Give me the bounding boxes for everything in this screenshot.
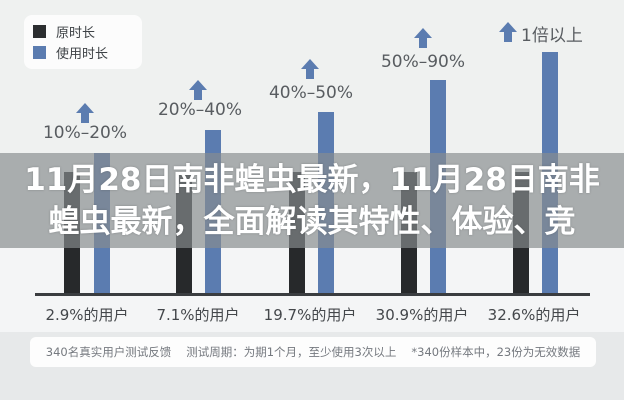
increase-range-label-4: 50%–90% <box>380 52 466 72</box>
legend-item-original: 原时长 <box>33 21 142 42</box>
user-share-label-5: 32.6%的用户 <box>487 306 581 324</box>
increase-range-label-5: 1倍以上 <box>521 26 583 46</box>
x-axis-line <box>35 293 590 296</box>
increase-arrow-icon-4 <box>414 28 432 48</box>
increase-arrow-icon-1 <box>76 103 94 123</box>
legend-label-usage: 使用时长 <box>56 47 109 62</box>
footnote-sample: 340名真实用户测试反馈 <box>45 345 172 359</box>
headline-overlay: 11月28日南非蝗虫最新，11月28日南非 蝗虫最新，全面解读其特性、体验、竞 <box>0 153 624 248</box>
increase-range-label-2: 20%–40% <box>157 100 243 120</box>
legend-swatch-black-icon <box>33 25 46 38</box>
legend-label-original: 原时长 <box>56 26 96 41</box>
increase-arrow-icon-2 <box>189 80 207 100</box>
headline-line-2: 蝗虫最新，全面解读其特性、体验、竞 <box>48 203 576 240</box>
increase-range-label-1: 10%–20% <box>42 123 128 143</box>
headline-line-1: 11月28日南非蝗虫最新，11月28日南非 <box>24 161 600 198</box>
user-share-label-1: 2.9%的用户 <box>45 306 129 324</box>
user-share-label-2: 7.1%的用户 <box>156 306 240 324</box>
legend-item-usage: 使用时长 <box>33 42 142 63</box>
increase-arrow-icon-3 <box>301 59 319 79</box>
legend-swatch-blue-icon <box>33 46 46 59</box>
legend: 原时长 使用时长 <box>24 15 142 69</box>
increase-arrow-icon-5 <box>499 22 517 42</box>
increase-range-label-3: 40%–50% <box>268 83 354 103</box>
user-share-label-4: 30.9%的用户 <box>375 306 469 324</box>
footnote-invalid: *340份样本中，23份为无效数据 <box>411 345 581 359</box>
user-share-label-3: 19.7%的用户 <box>263 306 357 324</box>
footnote-pill: 340名真实用户测试反馈 测试周期：为期1个月，至少使用3次以上 *340份样本… <box>30 337 596 367</box>
footnote-period: 测试周期：为期1个月，至少使用3次以上 <box>186 345 397 359</box>
